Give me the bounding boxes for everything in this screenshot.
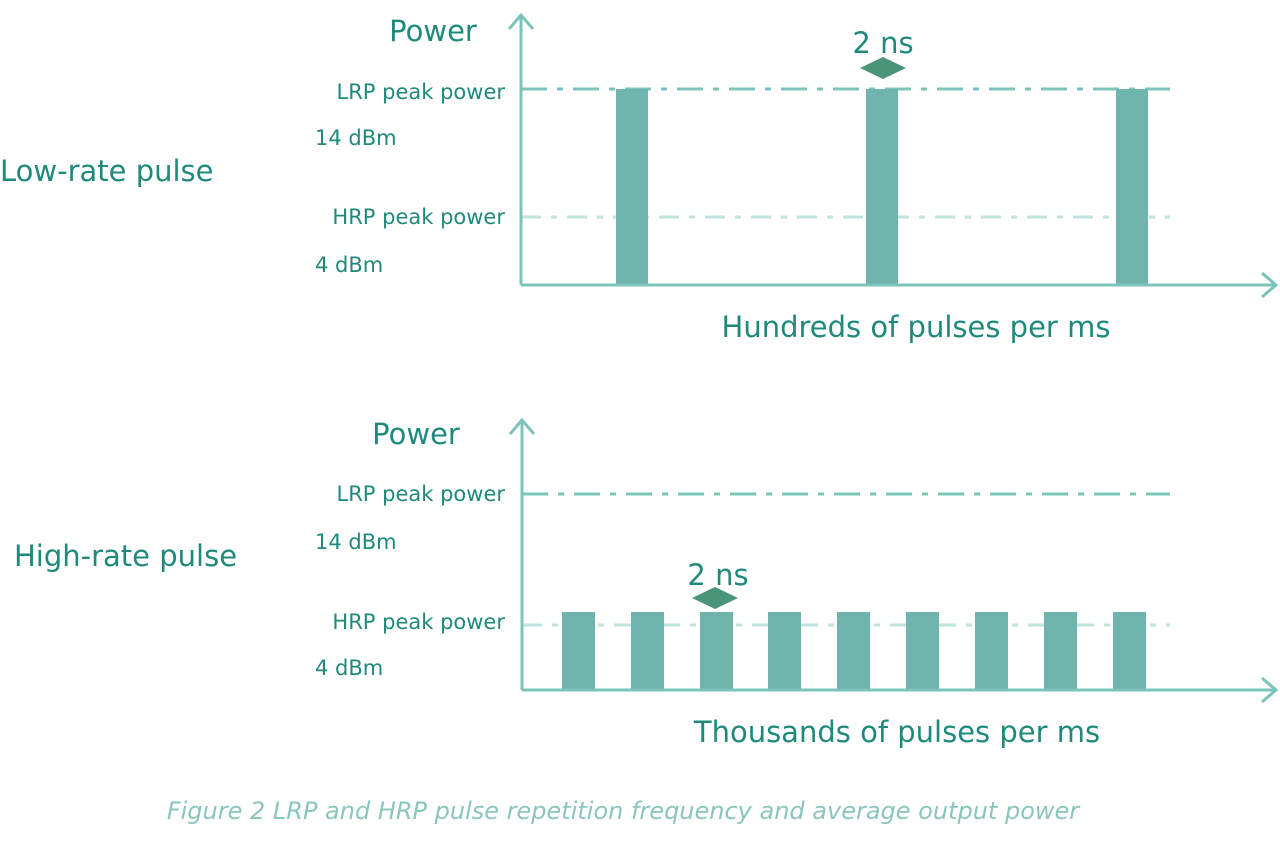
pulse <box>1044 612 1077 690</box>
x-axis-label: Thousands of pulses per ms <box>693 715 1100 749</box>
pulse-width-marker <box>692 587 738 609</box>
pulse <box>1113 612 1146 690</box>
x-axis-label: Hundreds of pulses per ms <box>722 310 1111 344</box>
level-label: LRP peak power <box>337 80 506 104</box>
y-axis-label: Power <box>389 14 477 48</box>
row-label: Low-rate pulse <box>0 154 214 188</box>
pulse-width-marker <box>860 57 906 79</box>
level-value: 4 dBm <box>315 253 383 277</box>
pulse <box>562 612 595 690</box>
y-arrow <box>508 417 536 435</box>
pulse <box>906 612 939 690</box>
level-value: 14 dBm <box>315 126 397 150</box>
row-label: High-rate pulse <box>14 539 237 573</box>
pulse <box>700 612 733 690</box>
pulse <box>768 612 801 690</box>
pulse-width-label: 2 ns <box>852 26 913 60</box>
level-label: HRP peak power <box>332 610 505 634</box>
level-label: LRP peak power <box>337 482 506 506</box>
pulse <box>975 612 1008 690</box>
caption: Figure 2 LRP and HRP pulse repetition fr… <box>167 797 1081 825</box>
pulse <box>631 612 664 690</box>
level-label: HRP peak power <box>332 205 505 229</box>
y-axis-label: Power <box>372 417 460 451</box>
level-value: 4 dBm <box>315 656 383 680</box>
pulse <box>616 89 648 285</box>
pulse <box>1116 89 1148 285</box>
x-arrow <box>1261 676 1279 704</box>
pulse <box>837 612 870 690</box>
level-value: 14 dBm <box>315 530 397 554</box>
x-arrow <box>1261 271 1279 299</box>
pulse-width-label: 2 ns <box>687 558 748 592</box>
pulse <box>866 89 898 285</box>
y-arrow <box>507 12 535 30</box>
